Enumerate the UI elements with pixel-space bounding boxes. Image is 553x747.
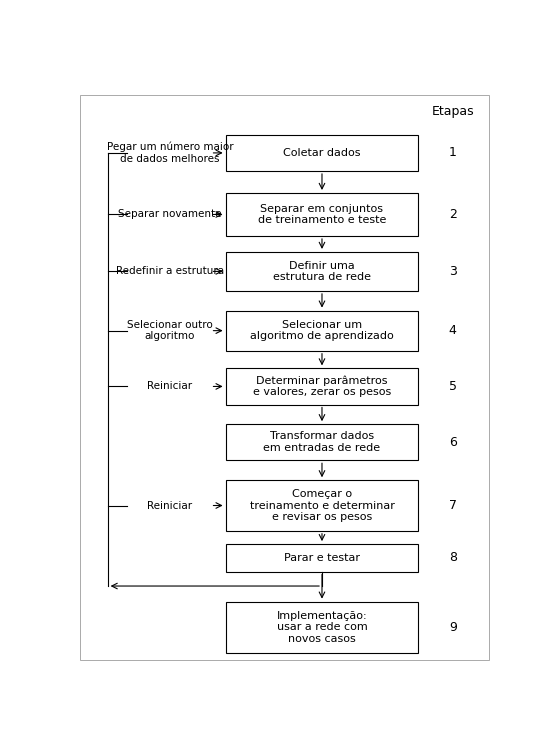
Bar bbox=[226, 311, 419, 351]
Text: Reiniciar: Reiniciar bbox=[147, 500, 192, 510]
Bar bbox=[226, 134, 419, 171]
Bar bbox=[226, 544, 419, 571]
Text: Transformar dados
em entradas de rede: Transformar dados em entradas de rede bbox=[263, 432, 380, 453]
Bar bbox=[226, 252, 419, 291]
Text: 9: 9 bbox=[449, 621, 457, 634]
Text: Começar o
treinamento e determinar
e revisar os pesos: Começar o treinamento e determinar e rev… bbox=[249, 489, 394, 522]
Text: 8: 8 bbox=[448, 551, 457, 564]
Bar bbox=[226, 368, 419, 405]
Text: 4: 4 bbox=[449, 324, 457, 337]
Text: Redefinir a estrutura: Redefinir a estrutura bbox=[116, 267, 224, 276]
Text: Determinar parâmetros
e valores, zerar os pesos: Determinar parâmetros e valores, zerar o… bbox=[253, 376, 391, 397]
Bar bbox=[226, 480, 419, 531]
Bar bbox=[226, 193, 419, 236]
Text: Parar e testar: Parar e testar bbox=[284, 553, 360, 562]
Text: 3: 3 bbox=[449, 265, 457, 278]
Text: Selecionar outro
algoritmo: Selecionar outro algoritmo bbox=[127, 320, 213, 341]
Text: Definir uma
estrutura de rede: Definir uma estrutura de rede bbox=[273, 261, 371, 282]
Text: 6: 6 bbox=[449, 436, 457, 449]
Text: Separar em conjuntos
de treinamento e teste: Separar em conjuntos de treinamento e te… bbox=[258, 204, 386, 226]
Text: Implementação:
usar a rede com
novos casos: Implementação: usar a rede com novos cas… bbox=[276, 611, 367, 644]
Text: Coletar dados: Coletar dados bbox=[283, 148, 361, 158]
Bar bbox=[226, 424, 419, 460]
Text: 2: 2 bbox=[449, 208, 457, 221]
Text: Separar novamente: Separar novamente bbox=[118, 209, 222, 220]
Text: 5: 5 bbox=[448, 380, 457, 393]
Text: Etapas: Etapas bbox=[431, 105, 474, 118]
Text: Pegar um número maior
de dados melhores: Pegar um número maior de dados melhores bbox=[107, 142, 233, 164]
Bar bbox=[226, 601, 419, 654]
Text: 7: 7 bbox=[448, 499, 457, 512]
Text: Reiniciar: Reiniciar bbox=[147, 382, 192, 391]
Text: Selecionar um
algoritmo de aprendizado: Selecionar um algoritmo de aprendizado bbox=[250, 320, 394, 341]
Text: 1: 1 bbox=[449, 146, 457, 159]
